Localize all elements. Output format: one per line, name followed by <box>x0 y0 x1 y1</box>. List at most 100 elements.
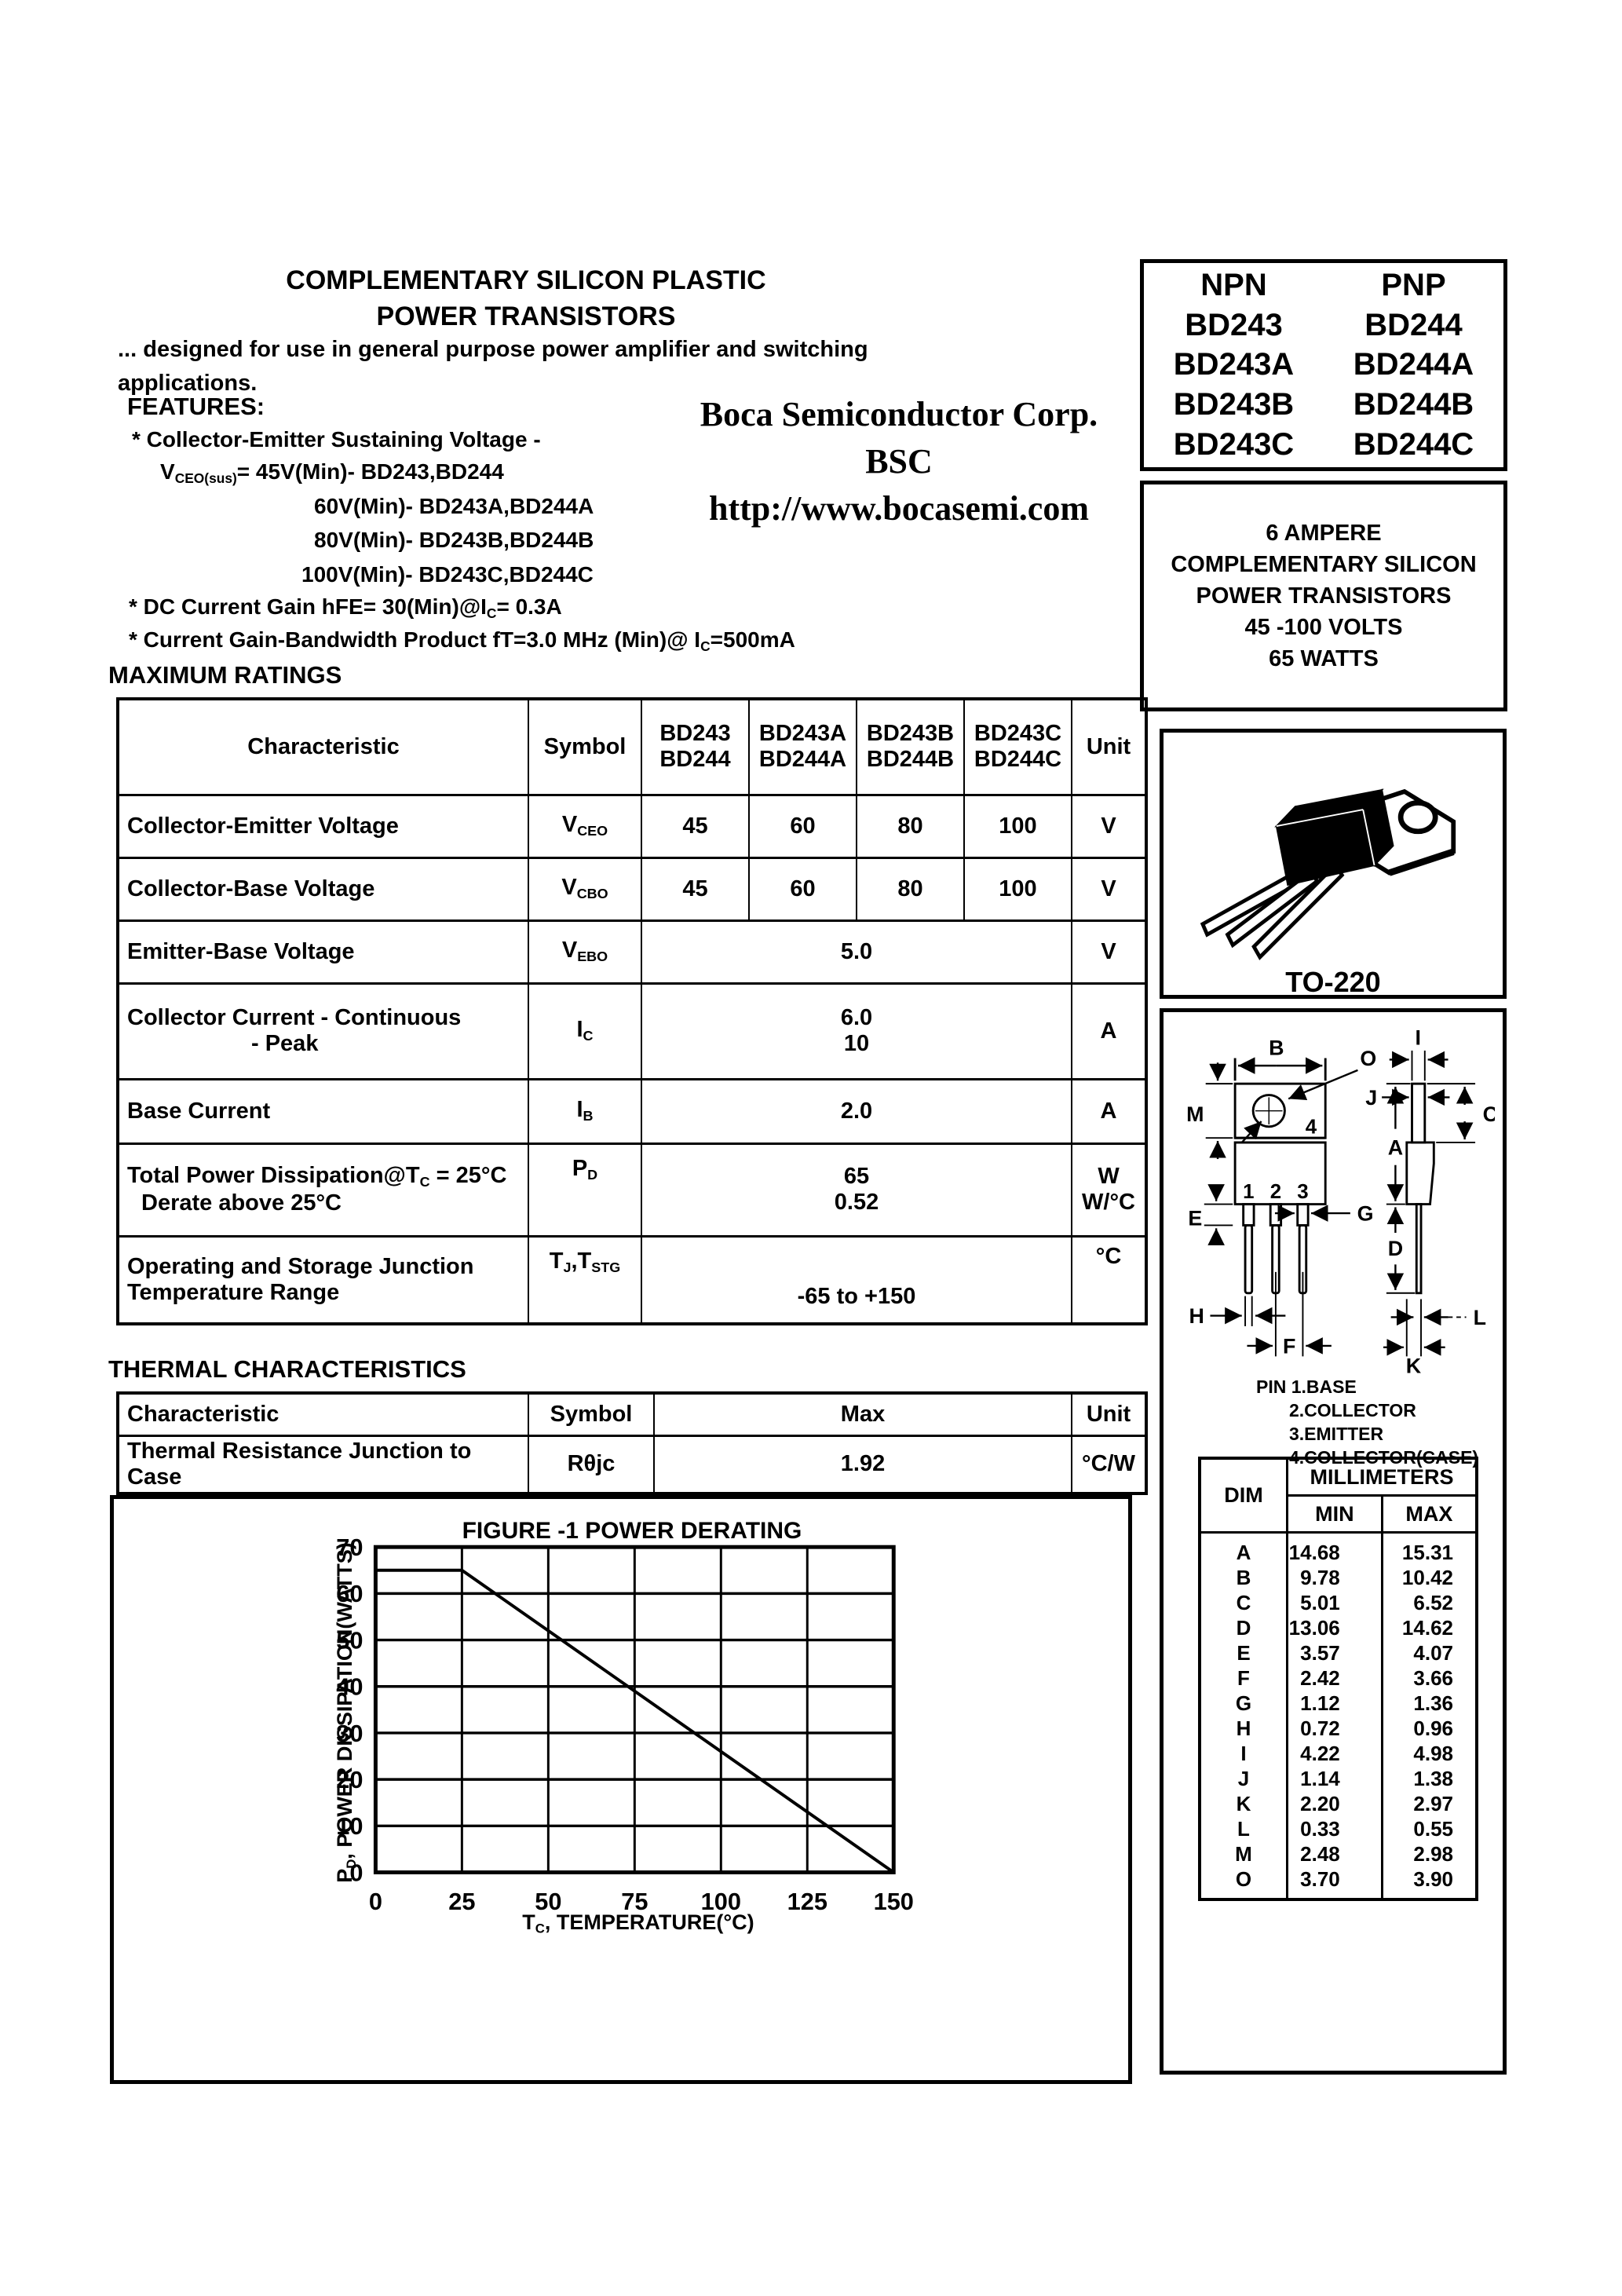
dim-label-i: I <box>1415 1026 1420 1049</box>
feature-vceo-80: 80V(Min)- BD243B,BD244B <box>314 528 594 552</box>
chart-y-tick-label: 70 <box>336 1534 363 1561</box>
symbol-cell: VEBO <box>528 919 642 985</box>
feature-vceo-45: VCEO(sus)= 45V(Min)- BD243,BD244 <box>160 459 504 487</box>
max-ratings-heading: MAXIMUM RATINGS <box>108 661 342 689</box>
side-leg <box>1415 1203 1423 1295</box>
to220-package-drawing <box>1200 788 1456 960</box>
dim-cell-max: 1.38 <box>1413 1766 1453 1790</box>
chart-y-tick-label: 10 <box>336 1813 363 1840</box>
package-photo-box: TO-220 <box>1160 729 1507 999</box>
dim-cell-dim: I <box>1200 1741 1288 1766</box>
dc-gain-text: * DC Current Gain hFE= 30(Min)@I <box>129 594 487 619</box>
dim-table-row: M 2.48 2.98 <box>1200 1841 1477 1866</box>
dim-label-o: O <box>1360 1047 1376 1070</box>
value-cell: 45 <box>641 793 750 859</box>
pin-number-2: 2 <box>1270 1181 1281 1203</box>
dim-cell-dim: D <box>1200 1615 1288 1640</box>
value-cell: 1.92 <box>653 1434 1072 1494</box>
unit-cell: A <box>1071 1077 1147 1145</box>
chart-x-tick-label: 75 <box>621 1888 648 1915</box>
part-number: BD244 <box>1364 307 1463 342</box>
dim-cell-min: 1.14 <box>1287 1766 1383 1791</box>
value-cell: 80 <box>856 793 965 859</box>
chart-series-power-derating-limit <box>375 1568 895 1874</box>
characteristic-cell: Thermal Resistance Junction to Case <box>117 1434 529 1494</box>
dim-cell-dim: F <box>1200 1665 1288 1691</box>
pin-assignment-note: PIN 1.BASE 2.COLLECTOR 3.EMITTER 4.COLLE… <box>1256 1375 1478 1469</box>
value-cell: 60 <box>748 793 857 859</box>
header-unit: Unit <box>1071 697 1147 796</box>
summary-box: 6 AMPERE COMPLEMENTARY SILICON POWER TRA… <box>1140 481 1507 711</box>
chart-y-tick-label: 40 <box>336 1674 363 1701</box>
dim-label-k: K <box>1406 1354 1422 1377</box>
dim-cell-max: 0.96 <box>1413 1716 1453 1740</box>
dim-cell-max: 4.98 <box>1413 1741 1453 1765</box>
dim-table-row: H 0.72 0.96 <box>1200 1716 1477 1741</box>
doc-description-line2: applications. <box>118 371 258 396</box>
value-cell: 5.0 <box>641 919 1072 985</box>
characteristic-cell: Collector-Emitter Voltage <box>117 793 529 859</box>
dim-table-row: D 13.06 14.62 <box>1200 1615 1477 1640</box>
dim-cell-dim: K <box>1200 1791 1288 1816</box>
dim-cell-dim: A <box>1200 1532 1288 1565</box>
dim-cell-dim: M <box>1200 1841 1288 1866</box>
characteristic-cell: Collector-Base Voltage <box>117 856 529 922</box>
bandwidth-text: * Current Gain-Bandwidth Product fT=3.0 … <box>129 627 701 652</box>
unit-cell: V <box>1071 793 1147 859</box>
thermal-heading: THERMAL CHARACTERISTICS <box>108 1355 466 1383</box>
dim-cell-dim: L <box>1200 1816 1288 1841</box>
table-row: Total Power Dissipation@TC = 25°C Derate… <box>117 1142 1147 1238</box>
header-bd243-bd244: BD243 BD244 <box>641 697 750 796</box>
part-number-table: NPN PNP BD243 BD244 BD243A BD244A BD243B… <box>1140 259 1507 471</box>
symbol-cell: IB <box>528 1077 642 1145</box>
dc-gain-subscript: C <box>486 605 497 621</box>
doc-description: ... designed for use in general purpose … <box>118 333 1021 400</box>
unit-cell: W W/°C <box>1071 1142 1147 1238</box>
symbol-cell: IC <box>528 982 642 1080</box>
dim-cell-min: 13.06 <box>1287 1615 1383 1640</box>
package-name-label: TO-220 <box>1285 966 1381 998</box>
header-bd243b-bd244b: BD243B BD244B <box>856 697 965 796</box>
unit-cell: °C/W <box>1071 1434 1147 1494</box>
package-outline-drawing: B O M E G H F 1 2 3 4 I J C A D K L <box>1186 1026 1498 1377</box>
feature-dc-gain: * DC Current Gain hFE= 30(Min)@IC= 0.3A <box>129 594 562 622</box>
unit-cell: A <box>1071 982 1147 1080</box>
chart-x-tick-label: 25 <box>448 1888 475 1915</box>
part-number: BD243B <box>1173 387 1295 422</box>
characteristic-cell: Emitter-Base Voltage <box>117 919 529 985</box>
chart-plot-border <box>373 1545 896 1874</box>
value-cell: -65 to +150 <box>641 1234 1072 1325</box>
power-derating-figure: FIGURE -1 POWER DERATING 0 10 20 30 40 50 60 70… <box>110 1495 1132 2084</box>
part-number: BD244A <box>1353 347 1474 382</box>
table-header-row: Characteristic Symbol Max Unit <box>117 1391 1147 1437</box>
symbol-cell: VCBO <box>528 856 642 922</box>
table-row: Emitter-Base Voltage VEBO 5.0 V <box>117 919 1147 985</box>
dim-cell-max: 0.55 <box>1413 1816 1453 1841</box>
feature-bandwidth: * Current Gain-Bandwidth Product fT=3.0 … <box>129 627 795 655</box>
dim-table-header-max: MAX <box>1380 1494 1478 1534</box>
dim-cell-max: 2.97 <box>1413 1791 1453 1815</box>
dim-cell-dim: O <box>1200 1866 1288 1899</box>
dim-table-header-millimeters: MILLIMETERS <box>1286 1457 1478 1497</box>
package-mounting-hole <box>1397 800 1438 835</box>
dim-cell-min: 1.12 <box>1287 1691 1383 1716</box>
value-cell: 65 0.52 <box>641 1142 1072 1238</box>
chart-x-axis-label: TC, TEMPERATURE(°C) <box>522 1910 754 1936</box>
company-abbr: BSC <box>865 442 933 481</box>
table-row: Collector-Emitter Voltage VCEO 45 60 80 … <box>117 793 1147 859</box>
summary-line: 65 WATTS <box>1269 646 1379 671</box>
table-header-row: Characteristic Symbol BD243 BD244 BD243A B… <box>117 697 1147 796</box>
summary-line: 45 -100 VOLTS <box>1244 615 1403 640</box>
dim-label-h: H <box>1189 1304 1204 1328</box>
table-row: Collector Current - Continuous - Peak IC… <box>117 982 1147 1080</box>
dim-label-g: G <box>1357 1202 1374 1226</box>
package-body-crease <box>1362 809 1375 866</box>
dim-cell-dim: H <box>1200 1716 1288 1741</box>
feature-sustaining-voltage: * Collector-Emitter Sustaining Voltage - <box>132 427 541 452</box>
dim-table-row: K 2.20 2.97 <box>1200 1791 1477 1816</box>
pin-note-line: 3.EMITTER <box>1289 1424 1384 1444</box>
dim-cell-min: 2.48 <box>1287 1841 1383 1866</box>
npn-column-header: NPN <box>1200 267 1267 302</box>
table-row: Collector-Base Voltage VCBO 45 60 80 100… <box>117 856 1147 922</box>
dim-label-c: C <box>1483 1102 1495 1126</box>
